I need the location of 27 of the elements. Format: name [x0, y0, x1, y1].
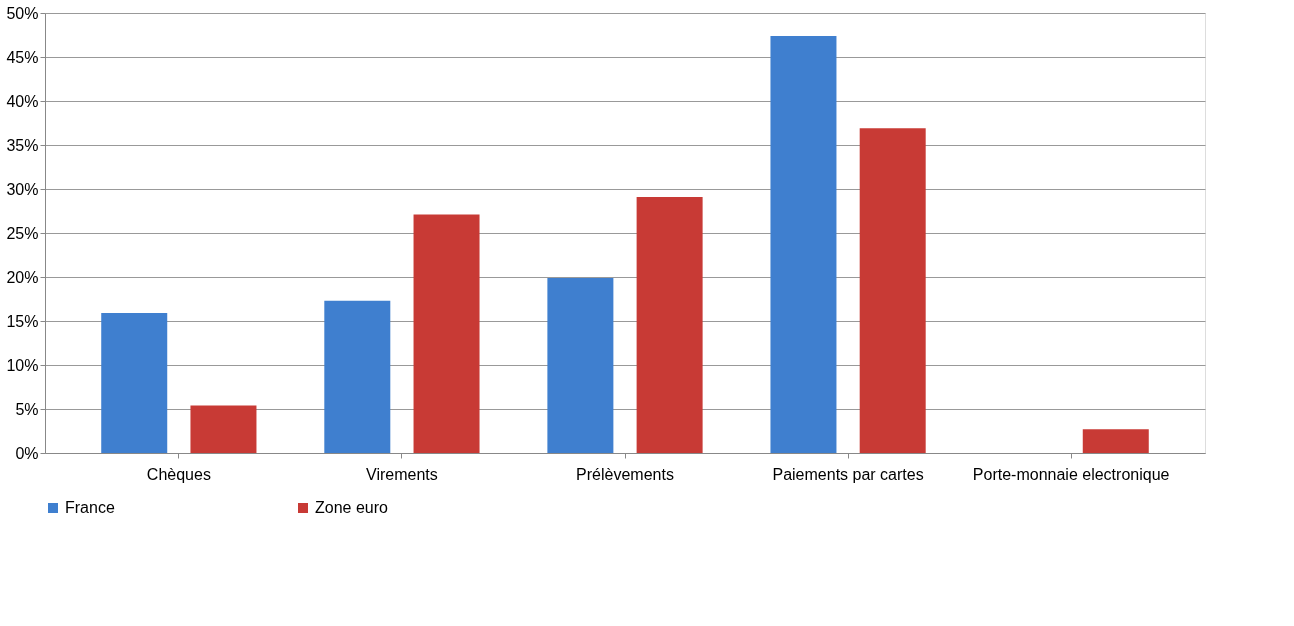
y-tick-label: 25% [6, 224, 39, 242]
x-tick-label: Porte-monnaie electronique [972, 465, 1170, 483]
y-tick-label: 40% [6, 92, 39, 110]
y-tick-label: 45% [6, 48, 39, 66]
bar [190, 405, 257, 453]
y-tick-label: 30% [6, 180, 39, 198]
y-tick-label: 5% [15, 400, 39, 418]
x-tick-label: Virements [366, 465, 438, 483]
bar [1082, 429, 1149, 453]
x-tick-label: Paiements par cartes [772, 465, 924, 483]
y-tick-label: 10% [6, 356, 39, 374]
y-tick-label: 20% [6, 268, 39, 286]
bar [770, 35, 837, 453]
x-tick-label: Chèques [146, 465, 211, 483]
y-tick-label: 50% [6, 4, 39, 22]
bar [547, 277, 614, 453]
bar [413, 214, 480, 453]
bar [324, 300, 391, 453]
bar [101, 313, 168, 453]
legend-label: France [65, 499, 115, 516]
bar [636, 196, 703, 453]
y-tick-label: 15% [6, 312, 39, 330]
x-tick-label: Prélèvements [576, 465, 674, 483]
legend-label: Zone euro [315, 499, 389, 516]
bar [859, 128, 926, 453]
y-tick-label: 35% [6, 136, 39, 154]
y-tick-label: 0% [15, 444, 39, 462]
